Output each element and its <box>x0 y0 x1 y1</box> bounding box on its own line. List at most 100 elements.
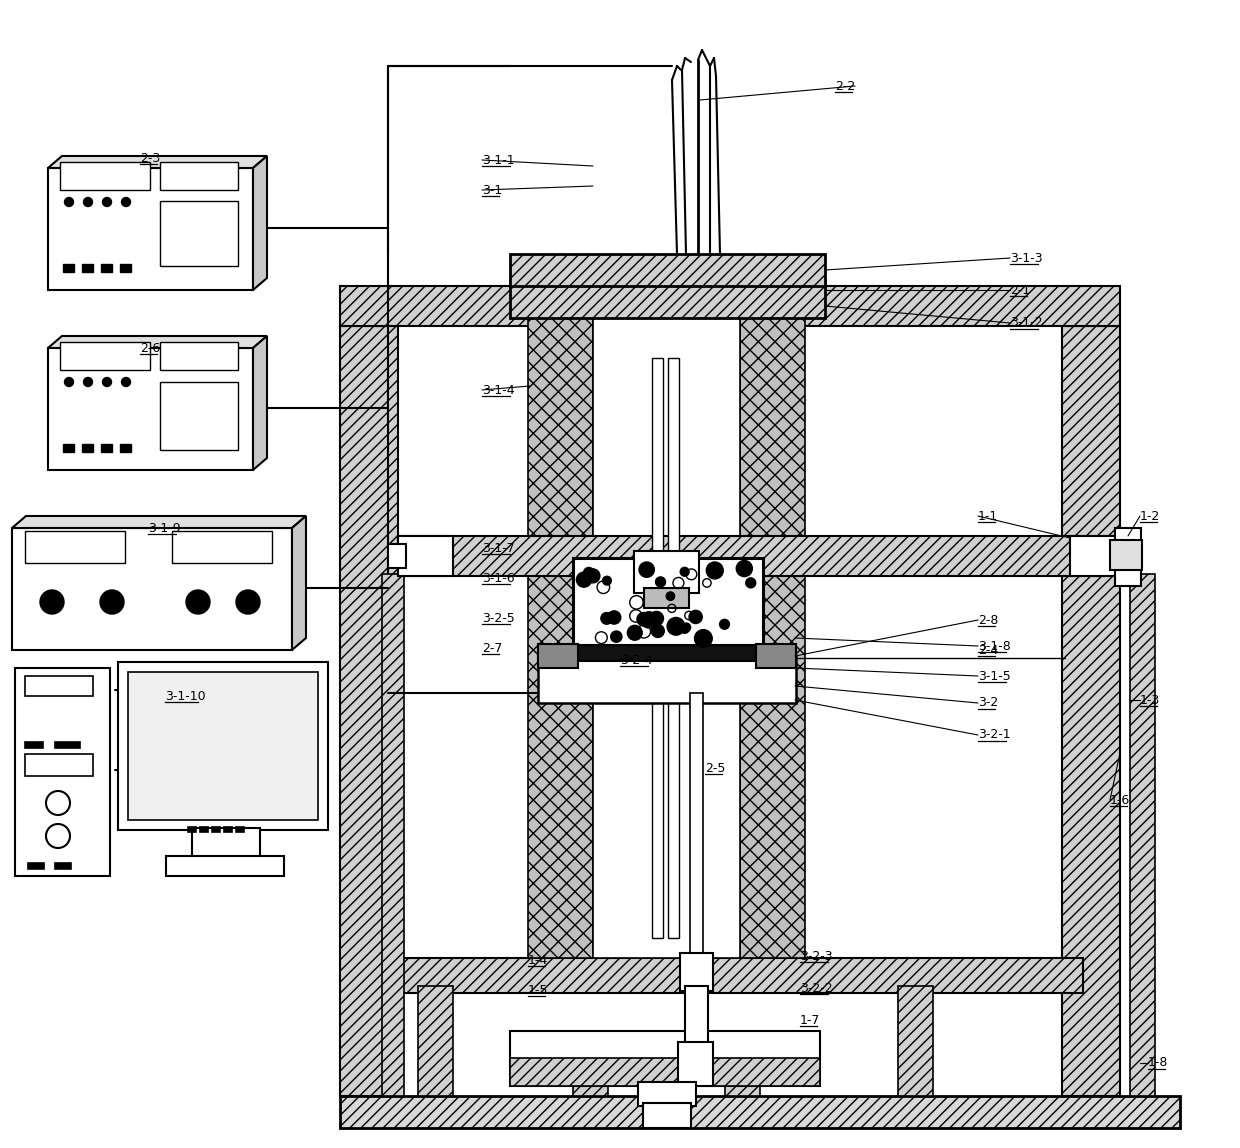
Bar <box>188 827 196 832</box>
Bar <box>29 863 43 869</box>
Bar <box>120 264 131 272</box>
Text: 2-1: 2-1 <box>1011 284 1030 296</box>
Circle shape <box>64 378 73 387</box>
Circle shape <box>682 623 691 631</box>
Bar <box>128 672 317 820</box>
Circle shape <box>745 577 755 588</box>
Bar <box>644 588 689 608</box>
Bar <box>1130 574 1154 1096</box>
Bar <box>725 1034 760 1096</box>
Bar <box>25 742 43 748</box>
Bar <box>12 528 291 650</box>
Circle shape <box>656 577 666 587</box>
Bar <box>63 264 74 272</box>
Circle shape <box>122 197 130 207</box>
Circle shape <box>64 197 73 207</box>
Bar <box>573 558 763 650</box>
Bar <box>160 382 238 450</box>
Circle shape <box>40 590 64 614</box>
Bar <box>82 264 93 272</box>
Circle shape <box>584 567 594 577</box>
Bar <box>172 532 272 563</box>
Bar <box>48 348 253 470</box>
Bar <box>340 1096 1180 1128</box>
Bar <box>740 318 805 957</box>
Bar <box>1070 536 1128 576</box>
Bar <box>398 957 1083 993</box>
Polygon shape <box>291 515 306 650</box>
Circle shape <box>666 592 675 600</box>
Polygon shape <box>48 336 267 348</box>
Circle shape <box>103 197 112 207</box>
Bar <box>25 754 93 776</box>
Bar <box>510 280 825 318</box>
Bar <box>538 656 796 703</box>
Text: 3-1-1: 3-1-1 <box>482 154 515 166</box>
Bar <box>25 532 125 563</box>
Text: 3-1-4: 3-1-4 <box>482 383 515 396</box>
Text: 3-2-1: 3-2-1 <box>978 729 1011 742</box>
Text: 3-2-2: 3-2-2 <box>800 982 832 994</box>
Text: 2-6: 2-6 <box>140 341 160 355</box>
Bar <box>418 986 453 1096</box>
Circle shape <box>694 629 712 647</box>
Bar <box>120 444 131 452</box>
Text: 1-2: 1-2 <box>1140 510 1161 522</box>
Bar <box>192 828 260 860</box>
Circle shape <box>719 620 729 629</box>
Circle shape <box>83 197 93 207</box>
Bar <box>212 827 219 832</box>
Bar <box>382 574 404 1096</box>
Text: 2-5: 2-5 <box>706 761 725 775</box>
Bar <box>573 1034 608 1096</box>
Text: 1-7: 1-7 <box>800 1014 821 1026</box>
Circle shape <box>627 626 642 641</box>
Bar <box>388 544 405 568</box>
Circle shape <box>186 590 210 614</box>
Text: 2-2: 2-2 <box>835 79 856 93</box>
Polygon shape <box>253 336 267 470</box>
Bar <box>160 201 238 266</box>
Polygon shape <box>12 515 306 528</box>
Bar <box>678 1042 713 1086</box>
Text: 3-2-5: 3-2-5 <box>482 612 515 625</box>
Circle shape <box>680 623 689 634</box>
Bar <box>398 536 1123 576</box>
Circle shape <box>637 613 650 626</box>
Bar <box>510 1031 820 1086</box>
Bar <box>593 310 740 957</box>
Bar <box>1110 540 1142 571</box>
Circle shape <box>650 612 663 626</box>
Polygon shape <box>48 156 267 168</box>
Bar <box>118 662 329 830</box>
Bar <box>15 668 110 876</box>
Circle shape <box>83 378 93 387</box>
Bar <box>634 551 699 594</box>
Circle shape <box>585 569 600 583</box>
Circle shape <box>651 625 665 637</box>
Text: 2-8: 2-8 <box>978 613 998 627</box>
Text: 3-2-4: 3-2-4 <box>620 653 652 667</box>
Text: 3-1-2: 3-1-2 <box>1011 317 1043 329</box>
Text: 3-1-8: 3-1-8 <box>978 639 1011 652</box>
Text: 3-1-6: 3-1-6 <box>482 572 515 584</box>
Circle shape <box>103 378 112 387</box>
Circle shape <box>577 572 591 587</box>
Text: 1-4: 1-4 <box>528 954 548 967</box>
Bar <box>55 863 71 869</box>
Bar <box>680 953 713 991</box>
Circle shape <box>601 613 613 625</box>
Bar <box>684 986 708 1048</box>
Circle shape <box>610 631 622 642</box>
Circle shape <box>707 563 723 579</box>
Bar <box>528 318 593 957</box>
Circle shape <box>608 611 621 625</box>
Bar <box>644 1103 691 1128</box>
Bar <box>160 342 238 370</box>
Bar <box>63 444 74 452</box>
Circle shape <box>689 611 702 623</box>
Bar <box>55 742 81 748</box>
Bar <box>340 286 1120 326</box>
Text: 2-3: 2-3 <box>140 152 160 164</box>
Bar <box>1061 326 1120 1096</box>
